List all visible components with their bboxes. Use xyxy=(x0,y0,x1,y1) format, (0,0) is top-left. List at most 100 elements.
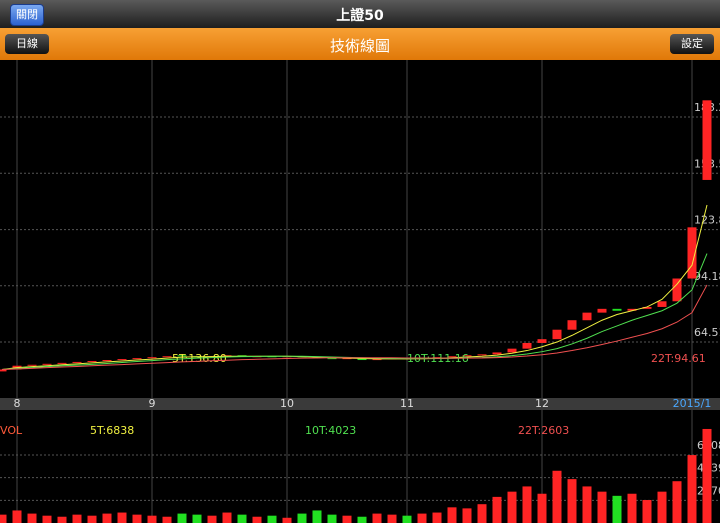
volume-bar xyxy=(42,515,52,523)
volume-bar xyxy=(132,514,142,523)
volume-bar xyxy=(582,486,592,523)
volume-bar xyxy=(417,513,427,523)
candle xyxy=(687,227,697,279)
candle xyxy=(597,308,607,313)
settings-button[interactable]: 設定 xyxy=(670,34,714,54)
volume-bar xyxy=(522,486,532,523)
y-tick-label: 64.51 xyxy=(694,326,720,339)
candle xyxy=(642,306,652,309)
x-tick-label: 8 xyxy=(14,397,21,410)
volume-legend: 5T:6838 xyxy=(90,424,134,437)
volume-bar xyxy=(267,515,277,523)
volume-bar xyxy=(177,513,187,523)
volume-bar xyxy=(492,496,502,523)
candle xyxy=(537,339,547,343)
volume-label: VOL xyxy=(0,424,23,437)
candle xyxy=(567,320,577,330)
volume-bar xyxy=(117,512,127,523)
candle xyxy=(552,329,562,340)
volume-bar xyxy=(432,512,442,523)
toolbar: 日線 技術線圖 設定 xyxy=(0,28,720,60)
volume-bar xyxy=(477,504,487,523)
candle xyxy=(462,355,472,357)
candle xyxy=(372,359,382,361)
volume-legend: 10T:4023 xyxy=(305,424,356,437)
candle xyxy=(702,100,712,180)
volume-bar xyxy=(282,517,292,523)
volume-bar xyxy=(207,515,217,523)
period-button[interactable]: 日線 xyxy=(5,34,49,54)
y-tick-label: 123.8 xyxy=(694,214,720,227)
candle xyxy=(627,308,637,311)
candle xyxy=(357,358,367,361)
candle xyxy=(117,359,127,361)
x-tick-label: 11 xyxy=(400,397,414,410)
close-button[interactable]: 關閉 xyxy=(10,4,44,26)
title: 上證50 xyxy=(336,8,384,24)
ma-line xyxy=(1,204,708,371)
volume-bar xyxy=(387,514,397,523)
candle xyxy=(72,361,82,363)
candle xyxy=(162,356,172,358)
top-bar: 關閉 上證50 xyxy=(0,0,720,28)
volume-bar xyxy=(672,481,682,523)
candle xyxy=(612,308,622,311)
volume-bar xyxy=(627,493,637,523)
volume-bar xyxy=(657,491,667,523)
legend-label: 22T:94.61 xyxy=(651,352,706,365)
volume-legend: 22T:2603 xyxy=(518,424,569,437)
volume-bar xyxy=(12,510,22,523)
volume-bar xyxy=(27,513,37,523)
candle xyxy=(177,355,187,357)
volume-bar xyxy=(567,479,577,523)
candle xyxy=(672,278,682,302)
volume-bar xyxy=(312,510,322,523)
volume-bar xyxy=(102,513,112,523)
x-tick-label: 9 xyxy=(149,397,156,410)
candle xyxy=(522,342,532,349)
volume-bar xyxy=(642,500,652,523)
volume-bar xyxy=(222,512,232,523)
candle xyxy=(57,362,67,364)
candle xyxy=(582,312,592,321)
candle xyxy=(132,358,142,360)
volume-bar xyxy=(147,515,157,523)
x-tick-label: 10 xyxy=(280,397,294,410)
volume-bar xyxy=(87,515,97,523)
volume-bar xyxy=(357,516,367,523)
volume-bar xyxy=(372,513,382,523)
x-axis-strip xyxy=(0,398,720,410)
x-tick-label: 12 xyxy=(535,397,549,410)
candle xyxy=(507,348,517,353)
volume-bar xyxy=(447,507,457,523)
volume-bar xyxy=(252,516,262,523)
candle xyxy=(327,358,337,360)
volume-bar xyxy=(687,455,697,523)
volume-bar xyxy=(297,513,307,523)
volume-bar xyxy=(537,493,547,523)
candle xyxy=(447,356,457,358)
volume-bar xyxy=(237,514,247,523)
volume-bar xyxy=(342,515,352,523)
candle xyxy=(102,360,112,362)
chart: 891011122015/1183.2153.5123.894.1864.516… xyxy=(0,60,720,523)
volume-bar xyxy=(507,491,517,523)
volume-bar xyxy=(402,515,412,523)
volume-bar xyxy=(72,514,82,523)
volume-bar xyxy=(327,514,337,523)
volume-bar xyxy=(0,514,7,523)
candle xyxy=(477,354,487,356)
candle xyxy=(657,301,667,307)
candle xyxy=(492,352,502,355)
x-tick-label: 2015/1 xyxy=(673,397,712,410)
volume-bar xyxy=(162,516,172,523)
volume-bar xyxy=(612,495,622,523)
volume-bar xyxy=(702,428,712,523)
volume-bar xyxy=(192,514,202,523)
candle xyxy=(147,357,157,359)
candle xyxy=(87,360,97,362)
volume-bar xyxy=(597,491,607,523)
candle xyxy=(42,363,52,365)
toolbar-title: 技術線圖 xyxy=(329,37,390,55)
